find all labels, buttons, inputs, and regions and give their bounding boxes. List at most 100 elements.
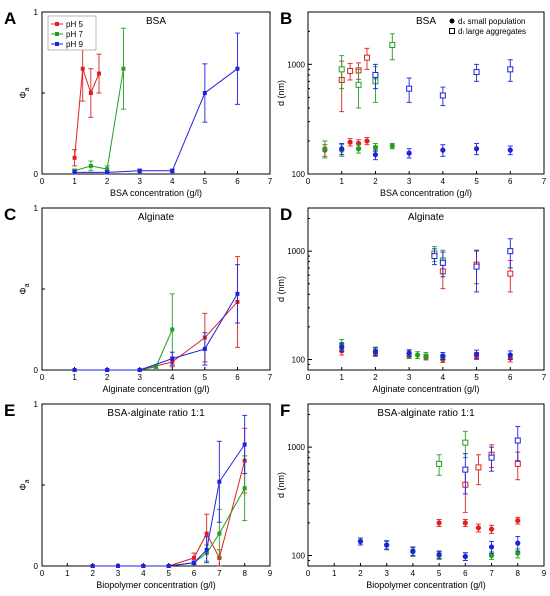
y-axis-label: d (nm)	[276, 472, 286, 498]
chart-title: BSA	[146, 16, 166, 27]
data-point	[347, 139, 353, 145]
x-tick-label: 4	[411, 569, 416, 578]
data-point	[364, 54, 370, 61]
x-tick-label: 3	[137, 373, 142, 382]
x-tick-label: 5	[474, 373, 479, 382]
data-point	[170, 168, 175, 173]
x-tick-label: 7	[217, 569, 222, 578]
legend-label: pH 7	[66, 30, 83, 39]
plot-frame	[41, 207, 271, 371]
series-line	[74, 68, 238, 173]
data-point	[440, 147, 446, 153]
data-point	[80, 66, 85, 71]
y-tick-label: 100	[292, 551, 306, 560]
series-line	[92, 487, 246, 567]
data-point	[72, 368, 77, 372]
data-point	[105, 167, 110, 172]
x-tick-label: 3	[116, 569, 121, 578]
x-axis-label: Biopolymer concentration (g/l)	[96, 580, 216, 590]
data-point	[355, 81, 362, 88]
data-point	[235, 291, 240, 296]
y-tick-label: 1	[34, 204, 39, 213]
data-point	[217, 531, 222, 536]
data-point	[462, 439, 469, 446]
panel-f: F BSA-alginate ratio 1:1 0 1 2 3 4 5 6 7 8 9 100 1000…	[276, 401, 547, 590]
data-point	[372, 71, 379, 78]
data-point	[88, 91, 93, 95]
chart-title: Alginate	[408, 212, 445, 223]
data-point	[357, 538, 364, 544]
data-point	[72, 170, 77, 175]
data-point	[217, 479, 222, 484]
data-point	[355, 146, 362, 152]
data-point	[192, 560, 196, 565]
data-point	[339, 344, 345, 350]
data-point	[473, 351, 480, 357]
data-point	[384, 542, 390, 548]
data-point	[414, 352, 421, 358]
y-tick-label: 1	[34, 400, 39, 409]
panel-letter: C	[4, 205, 16, 224]
y-tick-label: 1	[34, 8, 39, 17]
x-tick-label: 7	[489, 569, 494, 578]
data-point	[347, 67, 354, 74]
panel-letter: A	[4, 9, 16, 28]
panel-letter: B	[280, 9, 292, 28]
data-point	[154, 364, 158, 369]
data-point	[507, 248, 514, 255]
data-point	[488, 552, 495, 559]
data-point	[97, 71, 101, 76]
x-tick-label: 0	[40, 373, 45, 382]
data-point	[389, 143, 395, 149]
x-tick-label: 8	[516, 569, 521, 578]
data-point	[137, 368, 142, 372]
x-tick-label: 2	[105, 373, 110, 382]
x-tick-label: 2	[373, 177, 378, 186]
data-point	[515, 540, 521, 546]
legend-marker	[55, 42, 59, 46]
y-tick-label: 1000	[287, 247, 305, 256]
x-tick-label: 3	[384, 569, 389, 578]
x-tick-label: 1	[332, 569, 337, 578]
panel-a: A BSA 0 1 2 3 4 5 6 7 0 1 BSA concentration (g/l) Φa p…	[4, 8, 273, 198]
panel-b: B BSA 0 1 2 3 4 5 6 7 100 1000 BSA concentration (g/…	[276, 9, 547, 198]
x-axis-label: BSA concentration (g/l)	[110, 188, 202, 198]
data-point	[436, 520, 442, 526]
x-tick-label: 4	[441, 177, 446, 186]
x-tick-label: 2	[373, 373, 378, 382]
data-point	[440, 353, 446, 359]
data-point	[475, 464, 482, 471]
data-point	[372, 349, 379, 355]
x-tick-label: 7	[542, 177, 547, 186]
data-point	[439, 259, 446, 266]
x-tick-label: 2	[90, 569, 95, 578]
y-tick-label: 0	[34, 562, 39, 571]
x-tick-label: 1	[72, 373, 77, 382]
plot-frame	[307, 207, 545, 371]
data-point	[364, 138, 370, 144]
data-point	[515, 550, 521, 556]
data-point	[170, 356, 175, 361]
y-tick-label: 1000	[287, 60, 305, 69]
data-point	[338, 66, 345, 73]
data-point	[436, 551, 442, 558]
x-tick-label: 6	[192, 569, 197, 578]
data-point	[105, 170, 110, 175]
panel-c: C Alginate 0 1 2 3 4 5 6 7 0 1 Alginate concentratio…	[4, 204, 273, 394]
panel-letter: E	[4, 401, 15, 420]
data-point	[242, 486, 247, 491]
chart-title: Alginate	[138, 212, 175, 223]
data-point	[410, 548, 416, 554]
data-point	[475, 525, 482, 531]
x-tick-label: 1	[339, 177, 344, 186]
data-point	[88, 163, 93, 168]
x-tick-label: 9	[268, 569, 273, 578]
x-tick-label: 5	[474, 177, 479, 186]
x-tick-label: 0	[40, 177, 45, 186]
x-tick-label: 6	[508, 177, 513, 186]
x-tick-label: 0	[306, 177, 311, 186]
data-point	[514, 460, 521, 467]
data-point	[141, 564, 146, 568]
data-point	[372, 144, 379, 150]
data-point	[166, 564, 171, 568]
